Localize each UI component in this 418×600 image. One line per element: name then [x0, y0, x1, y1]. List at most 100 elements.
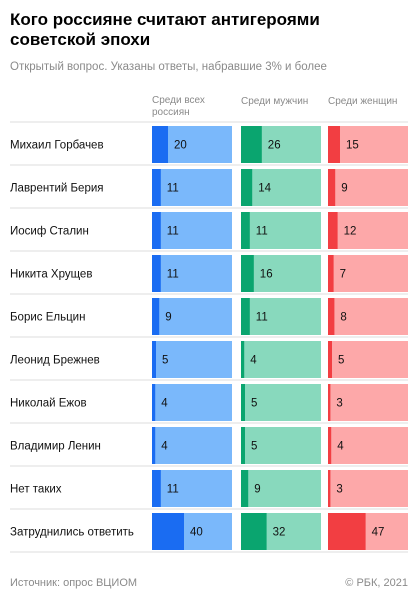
bar-background: [241, 341, 321, 378]
bar: [241, 169, 253, 206]
bar: [241, 513, 267, 550]
bar-background: [241, 169, 321, 206]
bar: [152, 126, 168, 163]
category-label: Николай Ежов: [10, 398, 87, 410]
bar: [241, 470, 249, 507]
bar: [241, 341, 245, 378]
bar: [328, 298, 335, 335]
bar: [241, 427, 245, 464]
bar-background: [241, 427, 321, 464]
chart-title: Кого россияне считают антигероями советс…: [10, 10, 320, 49]
bar-background: [241, 255, 321, 292]
data-label: 20: [174, 140, 187, 152]
bar-background: [241, 298, 321, 335]
category-label: Затруднились ответить: [10, 527, 134, 539]
bar-background: [241, 212, 321, 249]
bar: [241, 255, 254, 292]
data-label: 5: [251, 398, 257, 410]
data-label: 11: [167, 226, 179, 238]
bar: [241, 126, 262, 163]
bar-background: [328, 427, 408, 464]
bar-background: [152, 341, 232, 378]
bar: [152, 298, 160, 335]
bar: [152, 384, 156, 421]
data-label: 3: [336, 398, 342, 410]
source-note: Источник: опрос ВЦИОМ: [10, 577, 138, 589]
category-label: Нет таких: [10, 484, 62, 496]
bar-background: [152, 470, 232, 507]
bar: [152, 427, 156, 464]
category-label: Владимир Ленин: [10, 441, 101, 453]
data-label: 32: [273, 527, 286, 539]
bar: [152, 470, 161, 507]
copyright-note: © РБК, 2021: [345, 577, 408, 589]
bar-background: [152, 212, 232, 249]
bar: [328, 427, 332, 464]
bar: [328, 212, 338, 249]
data-label: 4: [161, 398, 168, 410]
bar-background: [328, 255, 408, 292]
data-label: 9: [341, 183, 347, 195]
category-label: Борис Ельцин: [10, 312, 85, 324]
data-label: 5: [251, 441, 257, 453]
column-header: Среди женщин: [328, 96, 397, 107]
bar-background: [152, 255, 232, 292]
bar-background: [328, 341, 408, 378]
chart-subtitle: Открытый вопрос. Указаны ответы, набравш…: [10, 61, 327, 73]
bar: [152, 341, 156, 378]
data-label: 11: [167, 269, 179, 281]
data-label: 26: [268, 140, 281, 152]
bar: [328, 384, 331, 421]
bar-background: [328, 384, 408, 421]
data-label: 15: [346, 140, 359, 152]
bar-background: [152, 427, 232, 464]
bar: [241, 212, 250, 249]
data-label: 11: [167, 183, 179, 195]
bar-background: [152, 298, 232, 335]
category-label: Леонид Брежнев: [10, 355, 100, 367]
bar-background: [152, 169, 232, 206]
data-label: 9: [254, 484, 260, 496]
bar: [152, 513, 184, 550]
bar-background: [328, 212, 408, 249]
category-label: Иосиф Сталин: [10, 226, 89, 238]
data-label: 8: [340, 312, 346, 324]
bar: [241, 298, 250, 335]
bar-background: [241, 470, 321, 507]
bar: [152, 169, 161, 206]
data-label: 11: [256, 226, 268, 238]
column-header: Среди всех россиян: [152, 95, 205, 118]
data-label: 3: [336, 484, 342, 496]
bar-background: [328, 126, 408, 163]
bar-background: [328, 470, 408, 507]
data-label: 4: [250, 355, 257, 367]
data-label: 4: [161, 441, 168, 453]
category-label: Лаврентий Берия: [10, 183, 104, 195]
data-label: 11: [167, 484, 179, 496]
category-label: Никита Хрущев: [10, 269, 92, 281]
bar: [328, 255, 334, 292]
column-header: Среди мужчин: [241, 96, 308, 107]
bar-background: [152, 384, 232, 421]
data-label: 40: [190, 527, 203, 539]
data-label: 9: [165, 312, 171, 324]
bar-background: [328, 298, 408, 335]
bar: [328, 126, 340, 163]
data-label: 16: [260, 269, 273, 281]
bar: [328, 470, 331, 507]
data-label: 14: [258, 183, 271, 195]
category-label: Михаил Горбачев: [10, 140, 104, 152]
bar-background: [241, 384, 321, 421]
bar: [152, 255, 161, 292]
bar: [241, 384, 245, 421]
bar-background: [328, 169, 408, 206]
data-label: 12: [344, 226, 357, 238]
bar: [328, 341, 332, 378]
bar: [152, 212, 161, 249]
bar: [328, 513, 366, 550]
bar: [328, 169, 336, 206]
data-label: 47: [372, 527, 385, 539]
data-label: 5: [162, 355, 168, 367]
data-label: 7: [340, 269, 346, 281]
